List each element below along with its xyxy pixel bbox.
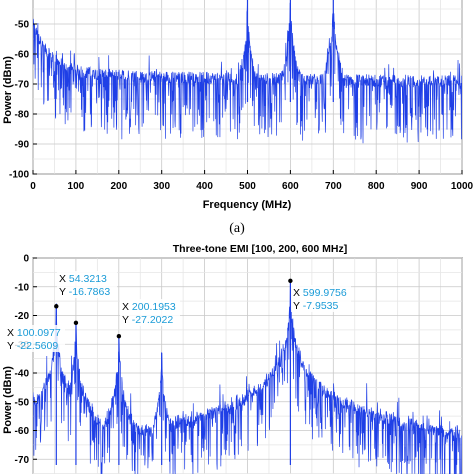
datatip-y: Y -27.2022	[122, 314, 173, 326]
y-tick-label: -50	[15, 397, 30, 408]
series-group	[33, 0, 462, 144]
chart-b-title: Three-tone EMI [100, 200, 600 MHz]	[173, 243, 347, 255]
chart-a-xlabel: Frequency (MHz)	[203, 199, 292, 211]
y-tick-label: -80	[15, 110, 30, 121]
x-tick-label: 500	[239, 181, 256, 192]
datatip-y: Y -16.7863	[59, 286, 110, 298]
datatip-x: X 54.3213	[59, 273, 107, 285]
datatip-y: Y -22.5609	[7, 340, 58, 352]
caption-a: (a)	[229, 221, 245, 236]
series-group	[33, 280, 462, 474]
chart-a-ylabel: Power (dBm)	[2, 56, 14, 124]
datatip-x: X 200.1953	[122, 301, 176, 313]
x-tick-label: 200	[110, 181, 127, 192]
x-tick-label: 800	[368, 181, 385, 192]
chart-a: -50 -60 -70 -80 -90 -1000 100 200 300 400 500 600 70…	[2, 0, 474, 236]
datatip-box	[5, 325, 65, 352]
y-tick-label: -90	[15, 140, 30, 151]
y-tick-label: 0	[23, 254, 29, 265]
datatip-y: Y -7.9535	[293, 300, 339, 312]
x-tick-label: 900	[411, 181, 428, 192]
chart-b-series	[33, 280, 462, 474]
y-tick-label: -10	[15, 282, 30, 293]
y-tick-label: -70	[15, 455, 30, 466]
datatip-x: X 599.9756	[293, 287, 347, 299]
x-tick-label: 100	[68, 181, 85, 192]
y-tick-label: -60	[15, 426, 30, 437]
y-tick-label: -20	[15, 311, 30, 322]
datatip-box	[57, 271, 117, 298]
x-tick-label: 600	[282, 181, 299, 192]
spectrum-line	[33, 0, 462, 144]
y-tick-label: -70	[15, 80, 30, 91]
datatip-x: X 100.0977	[7, 327, 61, 339]
y-tick-label: -40	[15, 369, 30, 380]
datatip-marker	[116, 334, 122, 339]
chart-b: Three-tone EMI [100, 200, 600 MHz] 0 -10 -…	[2, 243, 463, 474]
datatip-marker	[288, 278, 293, 284]
chart-a-ticks: -50 -60 -70 -80 -90 -1000 100 200 300 400 500 600 70…	[9, 20, 474, 193]
y-tick-label: -50	[15, 20, 30, 31]
datatip-marker	[54, 304, 59, 309]
x-tick-label: 700	[325, 181, 342, 192]
datatip-box	[291, 285, 351, 312]
x-tick-label: 400	[196, 181, 213, 192]
chart-b-ylabel: Power (dBm)	[2, 366, 14, 434]
datatip-box	[120, 299, 180, 326]
y-tick-label: -100	[9, 170, 29, 181]
y-tick-label: -60	[15, 50, 30, 61]
x-tick-label: 300	[153, 181, 170, 192]
spectrum-line	[33, 280, 462, 474]
x-tick-label: 0	[30, 181, 36, 192]
chart-a-series	[33, 0, 462, 144]
datatip-marker	[73, 320, 79, 326]
x-tick-label: 1000	[451, 181, 474, 192]
